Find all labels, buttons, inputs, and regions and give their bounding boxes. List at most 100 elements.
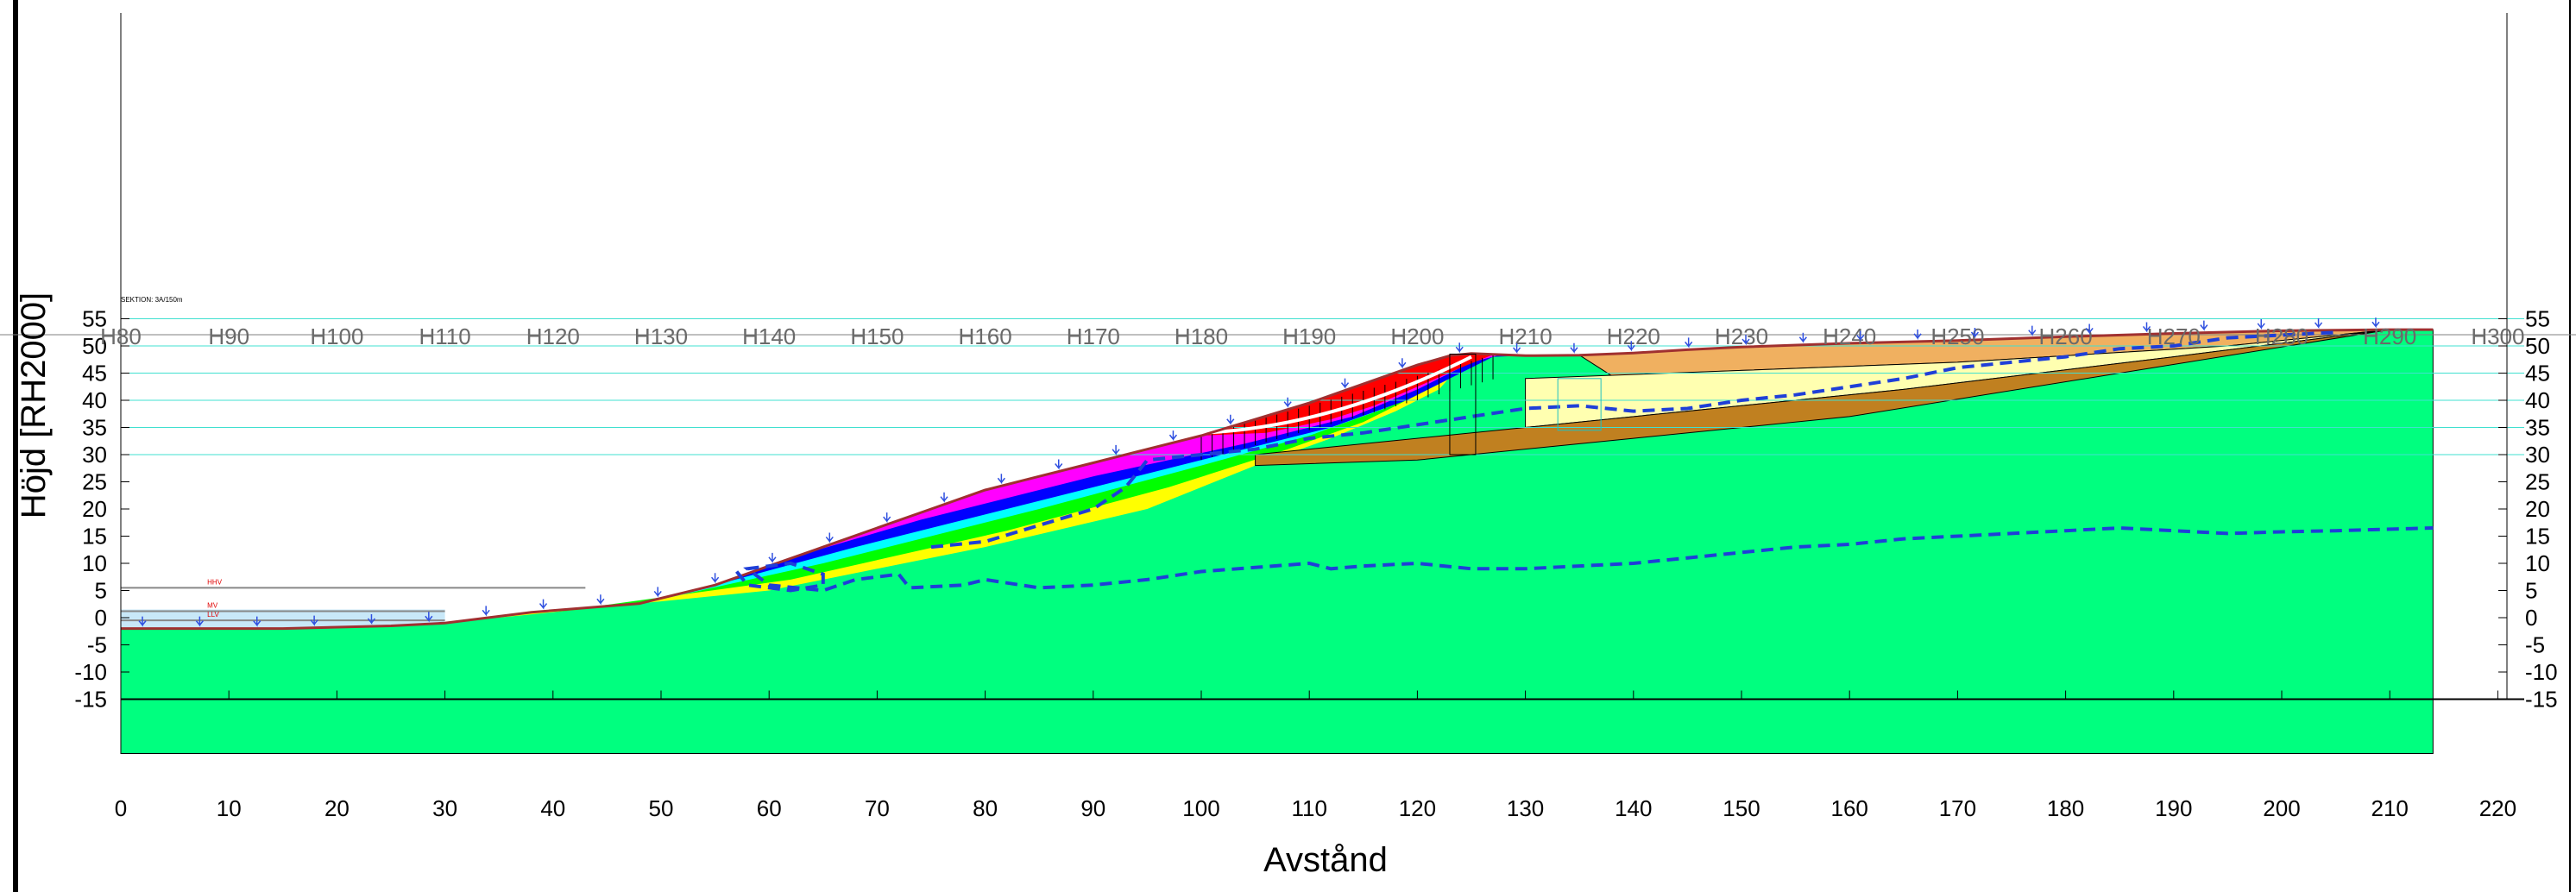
slip-surface <box>1200 355 1472 435</box>
section-label: H190 <box>1282 324 1336 349</box>
load-arrow <box>2371 317 2380 329</box>
instrument-box <box>1449 353 1477 455</box>
groundwater-line-lower <box>735 525 2434 593</box>
x-tick-label: 210 <box>2371 795 2409 821</box>
load-arrow <box>596 594 605 606</box>
ground-surface-line <box>121 328 2434 631</box>
load-arrow <box>2085 324 2094 335</box>
section-labels: H80 H90 H100 H110 H120 H130 H140 H150 H160 H170 H1… <box>100 324 2524 349</box>
section-label: H90 <box>208 324 249 349</box>
load-arrow <box>1798 332 1807 343</box>
section-label: H300 <box>2471 324 2524 349</box>
x-tick-label: 130 <box>1507 795 1544 821</box>
load-arrow <box>367 614 376 625</box>
x-tick-label: 140 <box>1615 795 1652 821</box>
load-arrow <box>1226 414 1235 425</box>
section-label: H100 <box>310 324 363 349</box>
y-tick-label-right: 30 <box>2525 442 2550 468</box>
annotations: HHV MV LLV <box>138 317 2380 627</box>
y-tick-label: 55 <box>82 306 107 332</box>
load-arrow <box>1741 335 1750 346</box>
x-tick-label: 220 <box>2479 795 2516 821</box>
load-arrow <box>768 552 777 563</box>
section-label: H290 <box>2363 324 2416 349</box>
load-arrow <box>1055 459 1063 470</box>
y-tick-label-right: -10 <box>2525 659 2558 685</box>
y-tick-label: -15 <box>74 687 107 713</box>
x-tick-label: 90 <box>1080 795 1105 821</box>
groundwater-lines <box>735 330 2434 593</box>
x-tick-label: 50 <box>649 795 674 821</box>
groundwater-line-upper <box>930 330 2336 550</box>
x-tick-label: 70 <box>865 795 890 821</box>
soil-layers <box>120 329 2434 754</box>
load-arrow <box>138 616 147 627</box>
load-arrow <box>1570 342 1578 354</box>
section-label: H80 <box>100 324 142 349</box>
y-tick-label: 0 <box>95 605 107 631</box>
x-tick-label: 180 <box>2047 795 2084 821</box>
load-arrow <box>883 512 891 524</box>
load-arrow <box>195 616 204 627</box>
load-arrow <box>539 599 548 610</box>
x-tick-label: 10 <box>217 795 242 821</box>
load-arrow <box>425 612 433 623</box>
load-arrow <box>2257 318 2265 330</box>
y-tick-label: -5 <box>87 632 107 658</box>
section-label: H130 <box>634 324 688 349</box>
x-tick-label: 0 <box>115 795 127 821</box>
axes <box>120 13 2524 700</box>
y-tick-label-right: 15 <box>2525 524 2550 550</box>
x-tick-label: 170 <box>1939 795 1976 821</box>
y-tick-label-right: -5 <box>2525 632 2545 658</box>
load-arrow <box>1512 342 1521 355</box>
load-arrow <box>1283 397 1292 408</box>
x-tick-label: 120 <box>1399 795 1436 821</box>
x-tick-label: 80 <box>973 795 998 821</box>
water-level-label: HHV <box>207 578 223 586</box>
y-tick-label-right: 20 <box>2525 496 2550 522</box>
load-arrow <box>1168 430 1178 442</box>
load-arrow <box>2142 322 2151 333</box>
x-tick-label: 40 <box>540 795 565 821</box>
section-label: H220 <box>1607 324 1660 349</box>
y-tick-label: 20 <box>82 496 107 522</box>
x-axis-title: Avstånd <box>1263 841 1388 879</box>
x-tick-label: 110 <box>1291 795 1326 821</box>
section-label: H230 <box>1715 324 1768 349</box>
y-tick-label: -10 <box>74 659 107 685</box>
section-caption: SEKTION: 3A/150m <box>121 296 183 304</box>
section-label: H120 <box>526 324 580 349</box>
y-tick-label-right: 40 <box>2525 387 2550 413</box>
y-tick-label-right: 10 <box>2525 550 2550 576</box>
section-label: H170 <box>1067 324 1120 349</box>
load-arrow <box>482 606 490 617</box>
water-body <box>121 609 445 629</box>
boundary-lines <box>121 328 2434 631</box>
section-label: H280 <box>2255 324 2308 349</box>
load-arrow <box>2314 317 2323 330</box>
section-label: H140 <box>742 324 796 349</box>
section-label: H200 <box>1390 324 1444 349</box>
y-axis-title: Höjd [RH2000] <box>15 292 53 518</box>
x-tick-label: 20 <box>324 795 350 821</box>
load-arrow <box>2200 320 2208 331</box>
section-label: H180 <box>1175 324 1228 349</box>
brown-layer <box>1255 329 2390 467</box>
section-label: H110 <box>419 324 470 349</box>
x-tick-label: 30 <box>432 795 457 821</box>
section-label: H210 <box>1499 324 1553 349</box>
load-arrow <box>1856 330 1865 342</box>
section-label: H240 <box>1823 324 1876 349</box>
load-arrow <box>253 616 261 627</box>
y-tick-label: 35 <box>82 415 107 441</box>
x-tick-label: 150 <box>1723 795 1760 821</box>
y-tick-label: 25 <box>82 469 107 495</box>
y-tick-label: 40 <box>82 387 107 413</box>
y-tick-label-right: -15 <box>2525 687 2558 713</box>
y-tick-label-right: 35 <box>2525 415 2550 441</box>
load-arrow <box>1398 358 1407 369</box>
